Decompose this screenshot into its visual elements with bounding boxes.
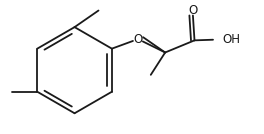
Text: OH: OH — [222, 33, 240, 46]
Text: O: O — [133, 33, 143, 46]
Text: O: O — [188, 3, 197, 17]
